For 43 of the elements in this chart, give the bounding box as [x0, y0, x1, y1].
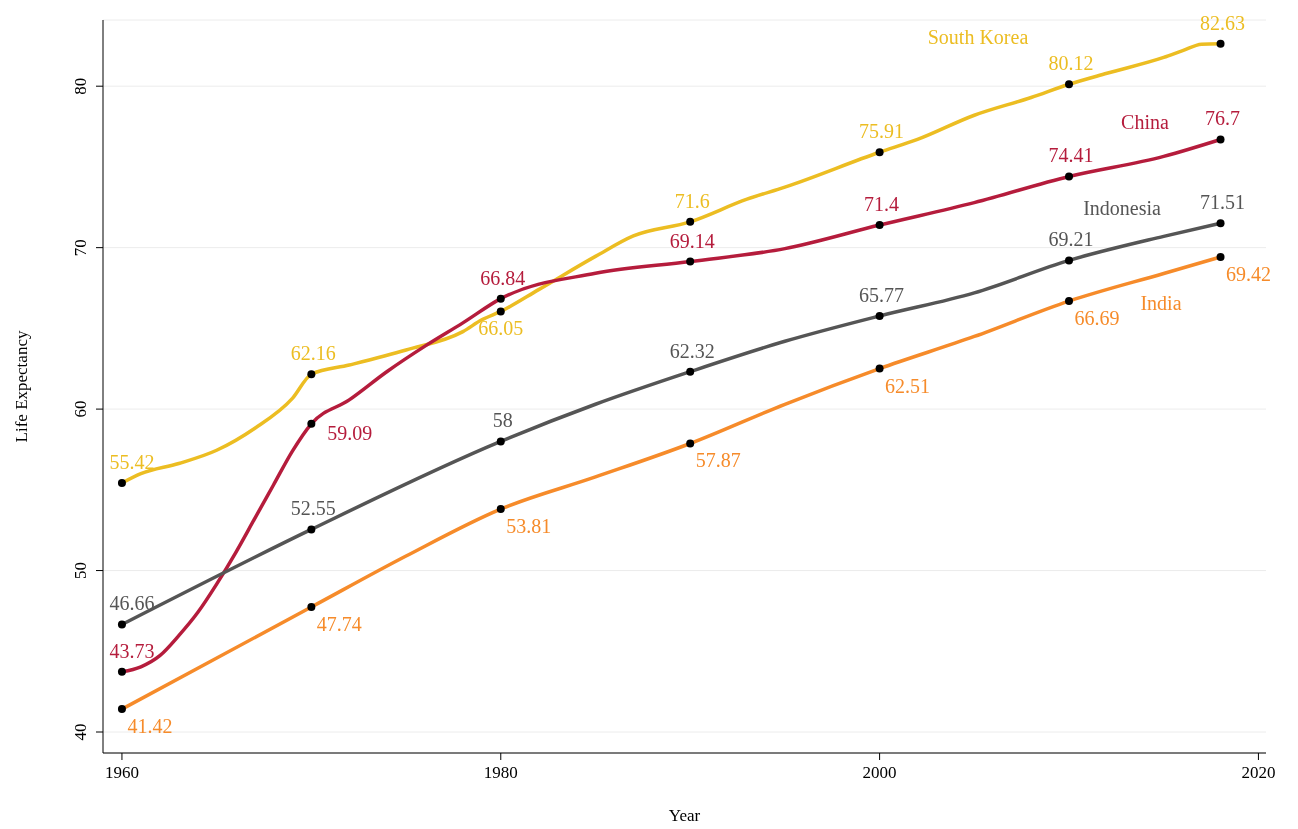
x-tick-label: 2020 — [1241, 763, 1276, 783]
data-label: 59.09 — [327, 421, 373, 444]
data-label: 71.4 — [864, 193, 900, 216]
data-label: 66.84 — [480, 266, 526, 289]
data-label: 69.21 — [1048, 228, 1094, 251]
data-label: 65.77 — [859, 283, 905, 306]
data-label: 62.51 — [885, 374, 931, 397]
data-label: 58 — [492, 409, 513, 432]
series-label: China — [1121, 111, 1170, 134]
data-label: 66.69 — [1074, 307, 1120, 330]
y-tick-label: 80 — [70, 77, 90, 95]
data-label: 43.73 — [109, 639, 155, 662]
data-label: 46.66 — [109, 592, 155, 615]
data-label: 76.7 — [1205, 107, 1241, 130]
y-tick-label: 40 — [70, 723, 90, 741]
y-tick-label: 50 — [70, 562, 90, 580]
data-label: 52.55 — [290, 497, 336, 520]
series-label: India — [1140, 292, 1182, 315]
data-label: 66.05 — [478, 317, 524, 340]
y-axis-title: Life Expectancy — [12, 330, 32, 443]
data-label: 41.42 — [127, 715, 173, 738]
series-label: Indonesia — [1083, 197, 1161, 220]
data-label: 69.42 — [1226, 263, 1272, 286]
text: South Korea — [927, 26, 1029, 49]
data-label: 71.51 — [1200, 191, 1246, 214]
data-label: 80.12 — [1048, 52, 1094, 75]
data-label: 71.6 — [674, 189, 710, 212]
data-label: 57.87 — [695, 449, 741, 472]
x-tick-label: 1960 — [104, 763, 139, 783]
y-tick-label: 60 — [70, 400, 90, 418]
data-label: 69.14 — [669, 229, 715, 252]
data-label: 53.81 — [506, 515, 552, 538]
data-label: 55.42 — [109, 451, 155, 474]
x-tick-label: 2000 — [862, 763, 897, 783]
y-tick-label: 70 — [70, 239, 90, 257]
data-label: 62.16 — [290, 342, 336, 365]
data-label: 62.32 — [669, 339, 715, 362]
data-label: 82.63 — [1200, 11, 1246, 34]
data-label: 74.41 — [1048, 144, 1094, 167]
x-axis-title: Year — [668, 806, 701, 825]
data-label: 75.91 — [859, 120, 905, 143]
x-tick-label: 1980 — [483, 763, 518, 783]
data-label: 47.74 — [316, 613, 362, 636]
